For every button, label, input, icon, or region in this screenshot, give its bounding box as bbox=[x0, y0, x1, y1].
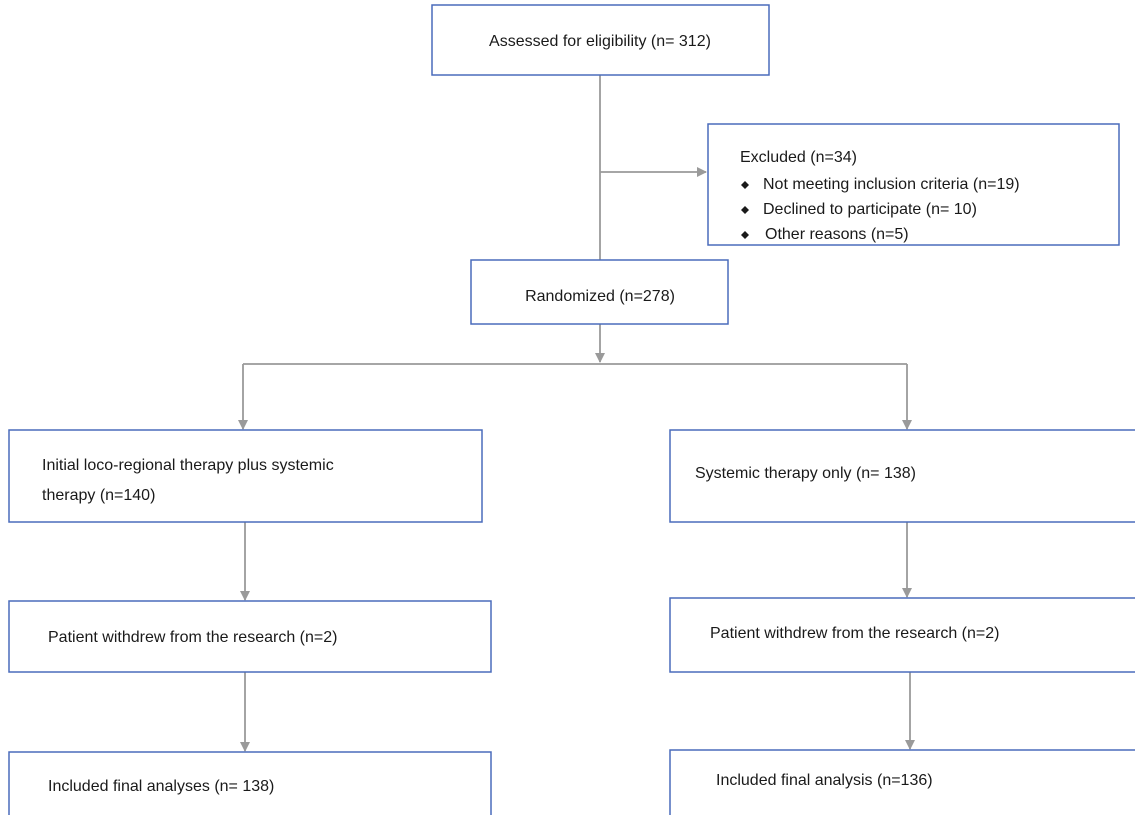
box bbox=[669, 597, 1135, 673]
node-label: Initial loco-regional therapy plus syste… bbox=[42, 457, 334, 474]
node-label: therapy (n=140) bbox=[42, 487, 155, 504]
node-label: Patient withdrew from the research (n=2) bbox=[48, 629, 337, 646]
box bbox=[669, 749, 1135, 815]
list-item: Other reasons (n=5) bbox=[765, 226, 909, 243]
node-label: Patient withdrew from the research (n=2) bbox=[710, 625, 999, 642]
node-label: Systemic therapy only (n= 138) bbox=[695, 465, 916, 482]
list-item: Declined to participate (n= 10) bbox=[763, 201, 977, 218]
box bbox=[707, 123, 1120, 246]
bullet bbox=[741, 231, 749, 239]
node-label: Randomized (n=278) bbox=[525, 288, 675, 305]
box bbox=[431, 4, 770, 76]
node-label: Excluded (n=34) bbox=[740, 149, 857, 166]
list-item: Not meeting inclusion criteria (n=19) bbox=[763, 176, 1020, 193]
box bbox=[8, 600, 492, 673]
node-label: Assessed for eligibility (n= 312) bbox=[489, 33, 711, 50]
bullet bbox=[741, 206, 749, 214]
bullets bbox=[741, 181, 749, 239]
connectors bbox=[238, 75, 915, 752]
bullet bbox=[741, 181, 749, 189]
box bbox=[8, 429, 483, 523]
box bbox=[470, 259, 729, 325]
node-label: Included final analyses (n= 138) bbox=[48, 778, 274, 795]
box bbox=[669, 429, 1135, 523]
box bbox=[8, 751, 492, 815]
node-label: Included final analysis (n=136) bbox=[716, 772, 933, 789]
